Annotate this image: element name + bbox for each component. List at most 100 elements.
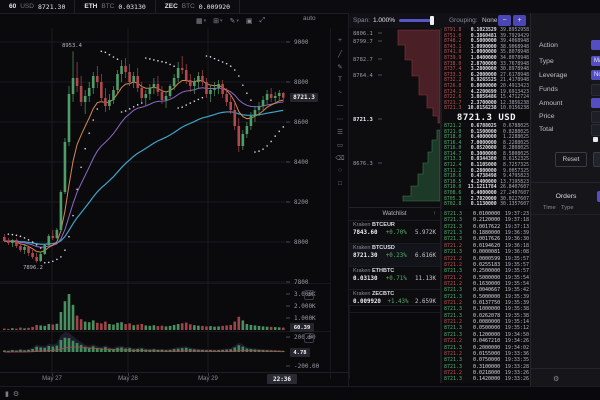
ask-row[interactable]: 8751.0 0.3860481 39.7929429	[442, 34, 531, 40]
low-price-label: 7896.2	[23, 265, 43, 271]
oscillator-settings-icon[interactable]: ⚙	[304, 333, 314, 343]
text-tool-icon[interactable]: T	[338, 76, 342, 83]
trade-time: 19:35:12	[504, 325, 529, 332]
watchlist-pair-name: Kraken BTCEUR	[353, 222, 436, 228]
trade-amount: 0.0000599	[473, 255, 501, 262]
form-label-funds: Funds	[539, 86, 558, 93]
ask-row[interactable]: 8791.8 0.1023529 39.8952958	[442, 28, 531, 34]
circle-tool-icon[interactable]: ○	[338, 167, 342, 174]
ticker-item[interactable]: ZEC BTC 0.009920	[156, 0, 241, 13]
trade-row: 8721.2 0.0000599 19:35:57	[442, 256, 531, 262]
gear-icon[interactable]: ⚙	[553, 376, 560, 383]
ask-row[interactable]: 8721.3 10.0156238 10.0156238	[442, 106, 531, 112]
trade-row: 8721.3 0.2000000 19:34:02	[442, 345, 531, 351]
bid-row[interactable]: 8721.2 0.6788025 0.6788025	[442, 124, 531, 130]
chevron-down-icon: ▾	[203, 17, 207, 24]
reset-button[interactable]: Reset	[555, 152, 587, 167]
list-tool-icon[interactable]: ☰	[337, 128, 343, 136]
trendline-tool-icon[interactable]: ╱	[338, 50, 342, 58]
watchlist-row-btcusd[interactable]: Kraken BTCUSD 8721.30 +0.23% 6.616K	[349, 244, 440, 267]
orders-action-button[interactable]	[597, 191, 600, 202]
bid-row[interactable]: 8716.4 7.0000000 8.2288025	[442, 141, 531, 147]
trade-amount: 0.0194620	[473, 242, 501, 249]
ask-row[interactable]: 8738.0 2.8700000 33.7678948	[442, 62, 531, 68]
watchlist-row-btceur[interactable]: Kraken BTCEUR 7843.60 +0.70% 5.972K	[349, 221, 440, 244]
post-only-checkbox[interactable]	[593, 137, 598, 142]
hline-tool-icon[interactable]: —	[336, 102, 344, 109]
ticker-item[interactable]: 60 USD 8721.30	[0, 0, 76, 13]
order-total: 27.6178948	[500, 72, 529, 78]
watchlist-row-zecbtc[interactable]: Kraken ZECBTC 0.009920 +1.43% 2.659K	[349, 290, 440, 313]
price-chart[interactable]: 8953.4 7896.2 9000 8800 8600 8400 8200 8000 7800…	[0, 0, 330, 386]
ask-row[interactable]: 8741.0 1.0000000 35.8078948	[442, 50, 531, 56]
submit-button[interactable]	[593, 152, 600, 167]
ask-row[interactable]: 8732.2 0.9265525 21.4178948	[442, 78, 531, 84]
bid-row[interactable]: 8705.3 2.7820000 30.0227607	[442, 197, 531, 203]
volume-settings-icon[interactable]: ⚙	[304, 290, 314, 300]
chart-type-icon[interactable]: ▦ ▾	[196, 17, 206, 25]
dashes-tool-icon[interactable]: ⋯	[336, 115, 344, 123]
bid-row[interactable]: 8714.7 0.3000000 8.5808025	[442, 152, 531, 158]
bid-row[interactable]: 8702.8 0.1130000 30.1357607	[442, 202, 531, 208]
alerts-icon: ▣	[245, 17, 253, 25]
time-axis-label: May 27	[42, 376, 62, 382]
ticker-item[interactable]: ETH BTC 0.03130	[75, 0, 156, 13]
draw-tools-icon[interactable]: ✎ ▾	[230, 17, 239, 25]
grouping-decrease-button[interactable]: −	[498, 15, 511, 26]
bid-row[interactable]: 8712.4 0.1105000 8.7257325	[442, 163, 531, 169]
ask-row[interactable]: 8739.9 1.0400000 34.8078948	[442, 56, 531, 62]
ask-row[interactable]: 8721.7 2.3700000 12.3856238	[442, 101, 531, 107]
pencil-tool-icon[interactable]: ✎	[337, 63, 343, 71]
collapse-up-icon[interactable]: ↑	[433, 211, 436, 217]
settings-icon[interactable]: ⚙	[12, 391, 20, 398]
bid-row[interactable]: 8710.5 4.2400000 13.7195823	[442, 180, 531, 186]
alerts-icon[interactable]: ▣	[246, 17, 253, 25]
depth-chart-panel[interactable]: 8806.1 8799.7 8782.7 8764.4 8721.3 8676.3	[349, 28, 441, 207]
order-total: 9.0057325	[502, 168, 529, 174]
order-total: 30.1357607	[500, 202, 529, 208]
bid-row[interactable]: 8708.6 0.4000000 27.2407607	[442, 191, 531, 197]
ask-row[interactable]: 8748.2 0.5000000 39.4068948	[442, 39, 531, 45]
form-control-action[interactable]	[591, 40, 600, 50]
eraser-tool-icon[interactable]: ⌫	[335, 154, 345, 162]
square-tool-icon[interactable]: □	[338, 180, 342, 187]
fullscreen-icon[interactable]: ⤢	[260, 17, 266, 25]
bid-row[interactable]: 8710.6 0.4738498 9.4795823	[442, 174, 531, 180]
ask-row[interactable]: 8726.8 0.8000000 20.4913423	[442, 84, 531, 90]
form-control-amount[interactable]	[591, 98, 600, 108]
watchlist-row-ethbtc[interactable]: Kraken ETHBTC 0.03130 +0.71% 11.13K	[349, 267, 440, 290]
add-drawing-icon[interactable]: +	[338, 37, 342, 44]
bid-row[interactable]: 8721.0 0.1500000 0.8288025	[442, 130, 531, 136]
form-control-leverage[interactable]: None	[591, 70, 600, 80]
rect-tool-icon[interactable]: ▭	[336, 141, 344, 149]
watchlist-values: 7843.60 +0.70% 5.972K	[353, 230, 436, 236]
indicators-icon[interactable]: ⊞ ▾	[213, 17, 222, 25]
bid-row[interactable]: 8710.0 13.1211784 26.8407607	[442, 185, 531, 191]
auto-scale-button[interactable]: auto	[303, 15, 316, 22]
form-control-price[interactable]	[591, 111, 600, 123]
grouping-increase-button[interactable]: +	[513, 15, 526, 26]
drawing-toolbar: + ╱ ✎ T ~ — ⋯ ☰ ▭ ⌫ ○ □	[330, 28, 350, 379]
ask-row[interactable]: 8724.1 4.2200699 19.6913423	[442, 90, 531, 96]
form-label-total: Total	[539, 126, 554, 133]
form-label-action: Action	[539, 42, 558, 49]
form-control-funds[interactable]	[591, 84, 600, 96]
bid-row[interactable]: 8711.2 0.2800000 9.0057325	[442, 169, 531, 175]
order-size: 0.0520000	[470, 146, 497, 152]
bid-row[interactable]: 8713.3 0.0344300 8.6152325	[442, 157, 531, 163]
ask-row[interactable]: 8722.6 3.0856486 15.4712724	[442, 95, 531, 101]
wave-tool-icon[interactable]: ~	[338, 89, 342, 96]
span-slider[interactable]	[399, 16, 434, 25]
bid-row[interactable]: 8718.0 0.4000000 1.2288025	[442, 135, 531, 141]
bid-row[interactable]: 8716.0 0.0520000 8.2808025	[442, 146, 531, 152]
time-axis[interactable]: May 27 May 28 May 29	[0, 372, 348, 387]
ask-row[interactable]: 8743.1 3.0990000 38.9068948	[442, 45, 531, 51]
form-control-total[interactable]	[591, 124, 600, 136]
ask-row[interactable]: 8737.4 3.2800000 30.8978948	[442, 67, 531, 73]
order-size: 7.0000000	[470, 140, 497, 146]
form-control-type[interactable]: Market	[591, 56, 600, 66]
svg-text:2.000K: 2.000K	[294, 303, 316, 310]
span-slider-handle[interactable]	[430, 16, 434, 25]
orders-tab[interactable]: Orders	[555, 192, 577, 200]
ask-row[interactable]: 8733.3 6.2000000 27.6178948	[442, 73, 531, 79]
